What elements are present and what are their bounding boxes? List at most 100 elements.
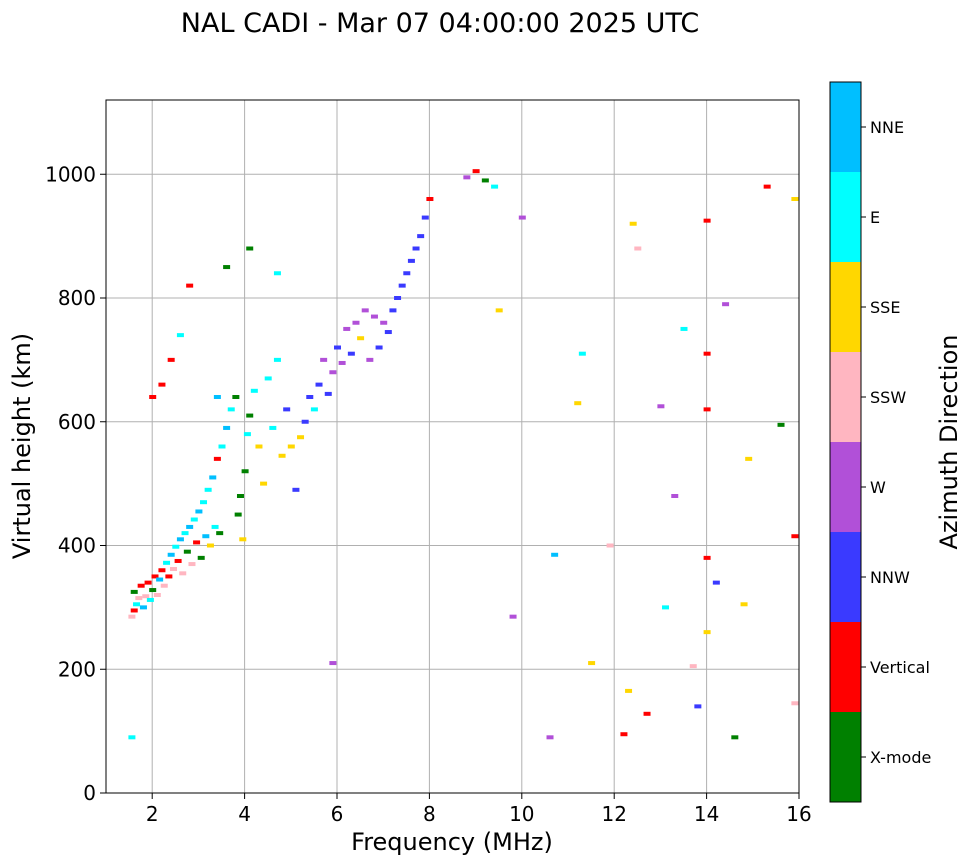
data-point bbox=[174, 558, 182, 563]
y-tick-label: 400 bbox=[58, 534, 96, 558]
data-point bbox=[491, 184, 499, 189]
data-point bbox=[763, 184, 771, 189]
data-point bbox=[629, 221, 637, 226]
colorbar-label: Azimuth Direction bbox=[935, 335, 963, 550]
data-point bbox=[625, 688, 633, 693]
data-point bbox=[620, 732, 628, 737]
colorbar-segment bbox=[830, 442, 861, 532]
data-point bbox=[662, 605, 670, 610]
data-point bbox=[380, 320, 388, 325]
data-point bbox=[278, 453, 286, 458]
data-point bbox=[165, 574, 173, 579]
colorbar-segment bbox=[830, 82, 861, 172]
data-point bbox=[301, 419, 309, 424]
data-point bbox=[218, 444, 226, 449]
data-point bbox=[246, 246, 254, 251]
data-point bbox=[146, 597, 154, 602]
data-point bbox=[791, 534, 799, 539]
data-point bbox=[197, 555, 205, 560]
data-point bbox=[206, 543, 214, 548]
grid-lines bbox=[106, 100, 800, 794]
data-point bbox=[190, 517, 198, 522]
x-axis-ticks: 2 4 6 8 10 12 14 16 bbox=[146, 793, 812, 826]
data-point bbox=[509, 614, 517, 619]
data-point bbox=[246, 413, 254, 418]
data-point bbox=[167, 552, 175, 557]
data-point bbox=[216, 531, 224, 536]
data-point bbox=[223, 265, 231, 270]
data-point bbox=[151, 574, 159, 579]
data-points bbox=[128, 169, 799, 740]
data-point bbox=[745, 456, 753, 461]
data-point bbox=[740, 602, 748, 607]
data-point bbox=[407, 258, 415, 263]
data-point bbox=[211, 524, 219, 529]
data-point bbox=[306, 395, 314, 399]
data-point bbox=[426, 197, 434, 201]
data-point bbox=[163, 560, 171, 565]
data-point bbox=[495, 308, 503, 313]
data-point bbox=[287, 444, 295, 449]
data-point bbox=[394, 296, 402, 300]
data-point bbox=[200, 500, 208, 505]
y-axis-label: Virtual height (km) bbox=[8, 333, 36, 559]
data-point bbox=[657, 404, 665, 409]
colorbar-segment bbox=[830, 172, 861, 262]
data-point bbox=[241, 469, 249, 474]
data-point bbox=[722, 302, 730, 307]
data-point bbox=[412, 246, 420, 251]
data-point bbox=[403, 271, 411, 276]
data-point bbox=[176, 537, 184, 542]
data-point bbox=[133, 602, 141, 607]
data-point bbox=[320, 357, 328, 362]
data-point bbox=[329, 370, 337, 375]
data-point bbox=[202, 534, 210, 539]
data-point bbox=[310, 407, 318, 412]
colorbar-frame bbox=[829, 81, 862, 803]
x-tick-label: 12 bbox=[601, 802, 626, 826]
data-point bbox=[421, 215, 429, 220]
data-point bbox=[213, 456, 221, 461]
data-point bbox=[179, 571, 187, 576]
data-point bbox=[417, 234, 425, 239]
x-axis-label: Frequency (MHz) bbox=[351, 828, 553, 856]
x-tick-label: 16 bbox=[786, 802, 811, 826]
data-point bbox=[643, 711, 651, 716]
data-point bbox=[188, 562, 196, 567]
data-point bbox=[239, 537, 247, 542]
data-point bbox=[264, 376, 272, 381]
data-point bbox=[712, 580, 720, 585]
colorbar-tick-label: Vertical bbox=[870, 658, 930, 677]
y-tick-label: 800 bbox=[58, 286, 96, 310]
data-point bbox=[463, 175, 471, 180]
data-point bbox=[193, 540, 201, 545]
colorbar-tick-label: SSE bbox=[870, 298, 900, 317]
data-point bbox=[128, 614, 136, 619]
data-point bbox=[167, 357, 175, 362]
data-point bbox=[703, 218, 711, 223]
data-point bbox=[370, 314, 378, 319]
data-point bbox=[481, 178, 489, 183]
data-point bbox=[315, 382, 323, 387]
data-point bbox=[176, 333, 184, 338]
data-point bbox=[135, 596, 143, 601]
data-point bbox=[634, 246, 642, 251]
data-point bbox=[389, 308, 397, 313]
data-point bbox=[273, 271, 281, 276]
chart-title: NAL CADI - Mar 07 04:00:00 2025 UTC bbox=[181, 8, 699, 39]
data-point bbox=[578, 351, 586, 356]
data-point bbox=[324, 391, 332, 396]
data-point bbox=[186, 283, 194, 288]
data-point bbox=[232, 395, 240, 399]
data-point bbox=[361, 308, 369, 313]
x-tick-label: 10 bbox=[509, 802, 534, 826]
data-point bbox=[689, 664, 697, 669]
data-point bbox=[731, 735, 739, 740]
data-point bbox=[137, 583, 145, 588]
data-point bbox=[352, 320, 360, 325]
data-point bbox=[518, 215, 526, 220]
data-point bbox=[273, 357, 281, 362]
colorbar-segment bbox=[830, 352, 861, 442]
data-point bbox=[255, 444, 263, 449]
x-tick-label: 8 bbox=[423, 802, 436, 826]
